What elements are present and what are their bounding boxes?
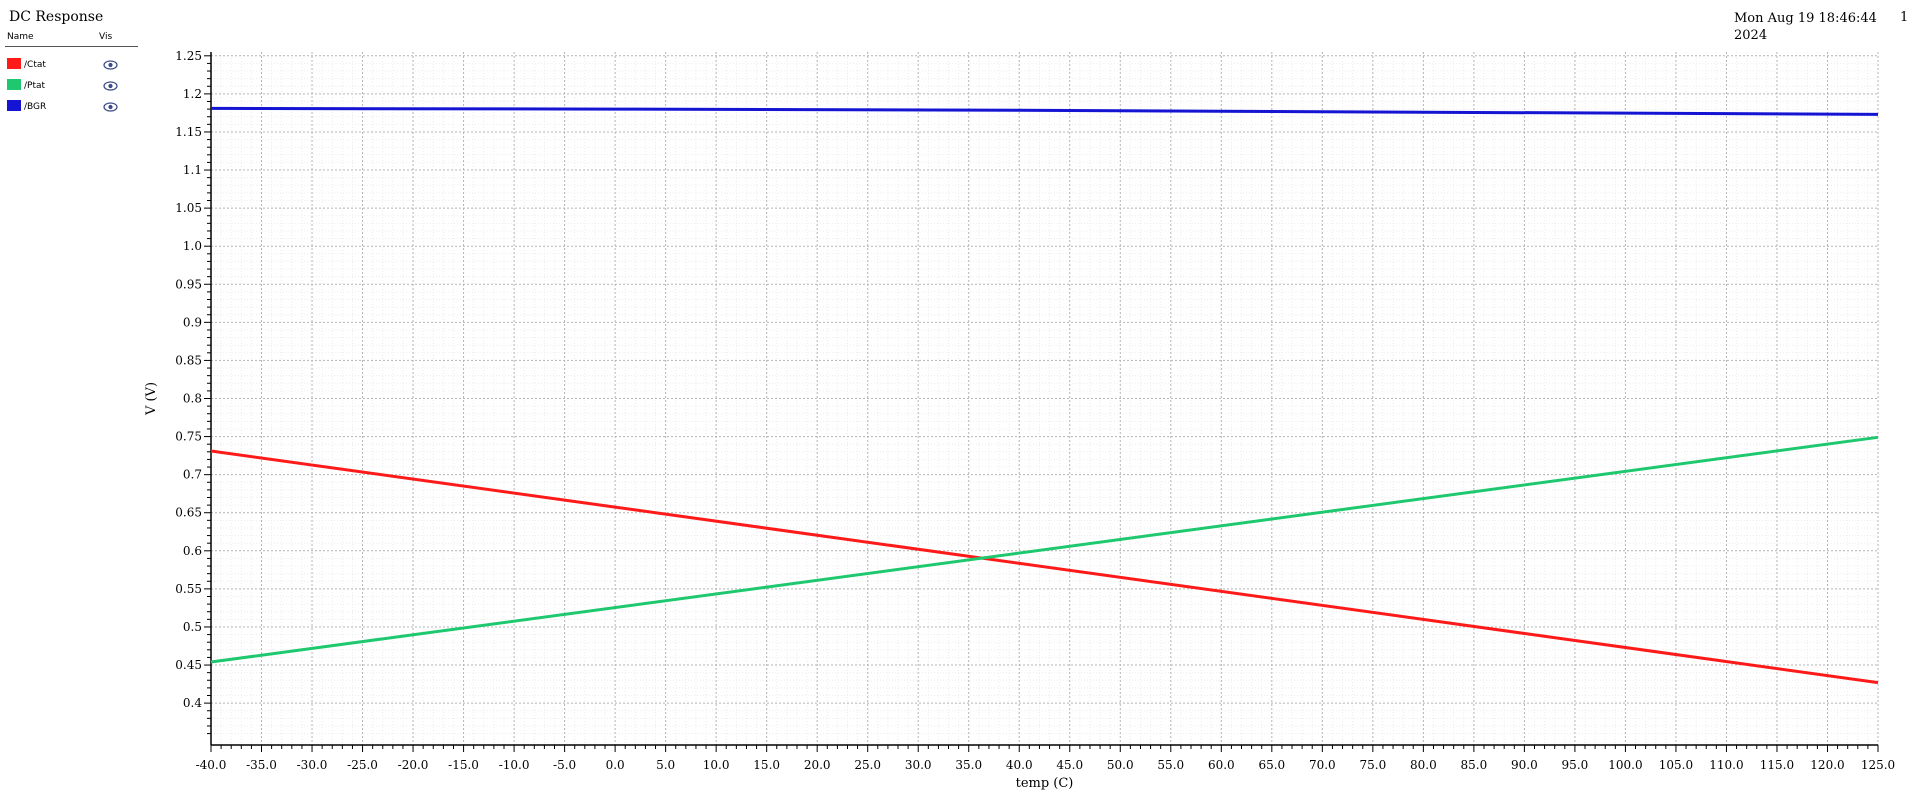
y-tick-labels: 0.4 0.45 0.5 0.55 0.6 0.65 0.7 0.75 0.8 0.85 0.9 0.… xyxy=(175,49,202,710)
legend-item-bgr[interactable]: /BGR xyxy=(5,100,138,121)
x-tick-label: -5.0 xyxy=(553,758,576,772)
y-tick-label: 0.95 xyxy=(175,277,202,291)
y-tick-label: 0.45 xyxy=(175,658,202,672)
x-tick-label: 85.0 xyxy=(1461,758,1488,772)
x-tick-label: 35.0 xyxy=(955,758,982,772)
legend-swatch xyxy=(7,100,21,111)
y-tick-label: 0.65 xyxy=(175,506,202,520)
x-tick-label: 115.0 xyxy=(1760,758,1794,772)
x-tick-label: 125.0 xyxy=(1861,758,1895,772)
plot-title: DC Response xyxy=(9,9,104,25)
y-tick-label: 0.75 xyxy=(175,430,202,444)
x-tick-label: 80.0 xyxy=(1410,758,1437,772)
legend-items: /Ctat /Ptat /BGR xyxy=(5,47,138,121)
y-tick-label: 0.6 xyxy=(183,544,202,558)
x-tick-label: 65.0 xyxy=(1258,758,1285,772)
x-tick-label: 120.0 xyxy=(1810,758,1844,772)
legend-swatch xyxy=(7,79,21,90)
series-line-ctat xyxy=(210,449,1879,685)
legend-item-label: /Ptat xyxy=(24,81,46,91)
y-tick-label: 1.05 xyxy=(175,201,202,215)
y-tick-label: 0.9 xyxy=(183,315,202,329)
x-tick-label: -10.0 xyxy=(499,758,530,772)
x-tick-label: 70.0 xyxy=(1309,758,1336,772)
eye-icon[interactable] xyxy=(103,81,118,91)
x-tick-labels: -40.0 -35.0 -30.0 -25.0 -20.0 -15.0 -10.0 -5.0 0… xyxy=(196,758,1896,772)
x-tick-label: 50.0 xyxy=(1107,758,1134,772)
legend-header: Name Vis xyxy=(5,31,138,47)
series-line-bgr xyxy=(210,106,1879,116)
x-tick-label: 95.0 xyxy=(1562,758,1589,772)
x-tick-label: 40.0 xyxy=(1006,758,1033,772)
major-grid xyxy=(210,52,1879,745)
series-lines xyxy=(210,106,1879,685)
legend-panel: Name Vis /Ctat /Ptat /BGR xyxy=(5,31,138,121)
legend-swatch xyxy=(7,58,21,69)
x-tick-label: -15.0 xyxy=(448,758,479,772)
y-tick-label: 0.85 xyxy=(175,353,202,367)
x-tick-label: 110.0 xyxy=(1709,758,1743,772)
y-tick-label: 1.1 xyxy=(183,163,202,177)
eye-icon[interactable] xyxy=(103,102,118,112)
legend-item-ctat[interactable]: /Ctat xyxy=(5,58,138,79)
legend-item-ptat[interactable]: /Ptat xyxy=(5,79,138,100)
y-axis-label: V (V) xyxy=(144,382,159,416)
timestamp: Mon Aug 19 18:46:44 2024 xyxy=(1734,10,1884,44)
x-tick-label: -25.0 xyxy=(347,758,378,772)
legend-header-vis: Vis xyxy=(99,32,113,42)
legend-item-label: /Ctat xyxy=(24,60,46,70)
x-tick-label: -35.0 xyxy=(246,758,277,772)
x-tick-label: -30.0 xyxy=(297,758,328,772)
x-tick-label: 5.0 xyxy=(656,758,675,772)
y-tick-label: 0.4 xyxy=(183,696,202,710)
x-tick-label: 105.0 xyxy=(1659,758,1693,772)
y-tick-label: 1.25 xyxy=(175,49,202,63)
y-tick-label: 1.0 xyxy=(183,239,202,253)
x-tick-label: 55.0 xyxy=(1157,758,1184,772)
x-tick-label: 0.0 xyxy=(606,758,625,772)
y-tick-label: 1.15 xyxy=(175,125,202,139)
x-tick-label: 25.0 xyxy=(854,758,881,772)
legend-item-label: /BGR xyxy=(24,102,47,112)
timestamp-line-2: 2024 xyxy=(1734,28,1768,43)
y-tick-label: 0.5 xyxy=(183,620,202,634)
series-line-ptat xyxy=(210,435,1879,664)
x-tick-label: 45.0 xyxy=(1056,758,1083,772)
x-tick-label: 90.0 xyxy=(1511,758,1538,772)
axes xyxy=(204,52,1879,752)
timestamp-line-1: Mon Aug 19 18:46:44 xyxy=(1734,11,1877,26)
legend-header-name: Name xyxy=(7,32,34,42)
x-tick-label: 15.0 xyxy=(753,758,780,772)
x-tick-label: -20.0 xyxy=(398,758,429,772)
y-tick-label: 0.7 xyxy=(183,468,202,482)
x-tick-label: 10.0 xyxy=(703,758,730,772)
eye-icon[interactable] xyxy=(103,60,118,70)
x-tick-label: 20.0 xyxy=(804,758,831,772)
page-number: 1 xyxy=(1900,10,1909,25)
x-tick-label: 100.0 xyxy=(1608,758,1642,772)
minor-grid xyxy=(211,52,1878,745)
y-tick-label: 0.55 xyxy=(175,582,202,596)
x-tick-label: 75.0 xyxy=(1359,758,1386,772)
x-tick-label: -40.0 xyxy=(196,758,227,772)
y-tick-label: 0.8 xyxy=(183,392,202,406)
x-tick-label: 60.0 xyxy=(1208,758,1235,772)
x-tick-label: 30.0 xyxy=(905,758,932,772)
x-axis-label: temp (C) xyxy=(1016,776,1074,791)
y-tick-label: 1.2 xyxy=(183,87,202,101)
